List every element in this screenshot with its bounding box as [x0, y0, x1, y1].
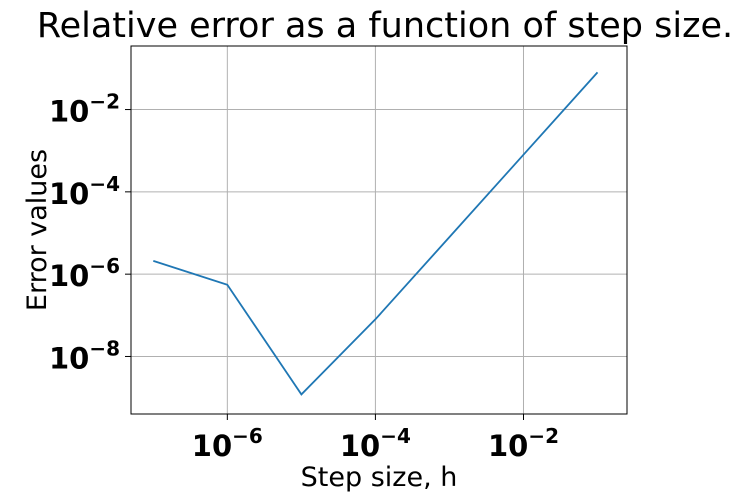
x-axis-label: Step size, h [301, 462, 458, 493]
grid-layer [131, 46, 627, 414]
x-tick-label-1: 10−4 [340, 424, 411, 463]
plot-frame [130, 45, 628, 415]
chart-title: Relative error as a function of step siz… [37, 6, 733, 46]
y-tick-label-3: 10−2 [49, 90, 120, 129]
series-line-0 [153, 71, 599, 396]
y-axis-label: Error values [22, 149, 53, 311]
y-tick-label-0: 10−8 [49, 336, 120, 375]
y-tick-label-2: 10−4 [49, 172, 120, 211]
x-tick-label-2: 10−2 [488, 424, 559, 463]
series-layer [153, 71, 599, 396]
x-tick-label-0: 10−6 [192, 424, 263, 463]
ticks-layer: 10−6 10−4 10−2 10−8 10−6 10−4 10−2 [49, 90, 559, 463]
y-tick-label-1: 10−6 [49, 254, 120, 293]
